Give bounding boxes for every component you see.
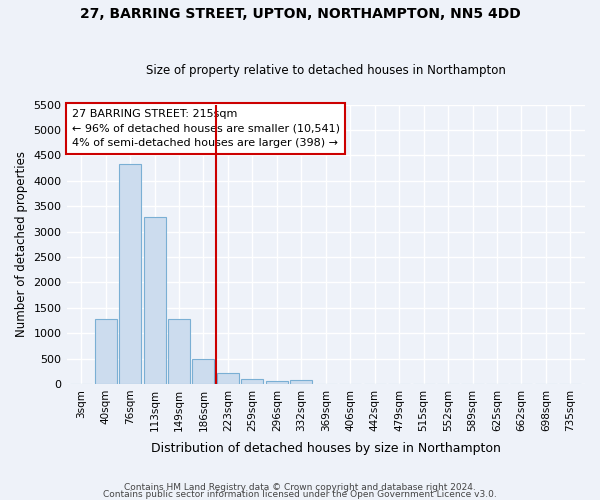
Title: Size of property relative to detached houses in Northampton: Size of property relative to detached ho… [146,64,506,77]
Bar [95,320,116,384]
Text: Contains HM Land Registry data © Crown copyright and database right 2024.: Contains HM Land Registry data © Crown c… [124,484,476,492]
X-axis label: Distribution of detached houses by size in Northampton: Distribution of detached houses by size … [151,442,501,455]
Bar [143,217,166,384]
Bar [193,359,214,384]
Bar [241,380,263,384]
Bar [266,381,288,384]
Bar [217,373,239,384]
Text: 27 BARRING STREET: 215sqm
← 96% of detached houses are smaller (10,541)
4% of se: 27 BARRING STREET: 215sqm ← 96% of detac… [72,108,340,148]
Text: Contains public sector information licensed under the Open Government Licence v3: Contains public sector information licen… [103,490,497,499]
Bar [168,319,190,384]
Y-axis label: Number of detached properties: Number of detached properties [15,151,28,337]
Bar [119,164,141,384]
Bar [290,380,313,384]
Text: 27, BARRING STREET, UPTON, NORTHAMPTON, NN5 4DD: 27, BARRING STREET, UPTON, NORTHAMPTON, … [80,8,520,22]
